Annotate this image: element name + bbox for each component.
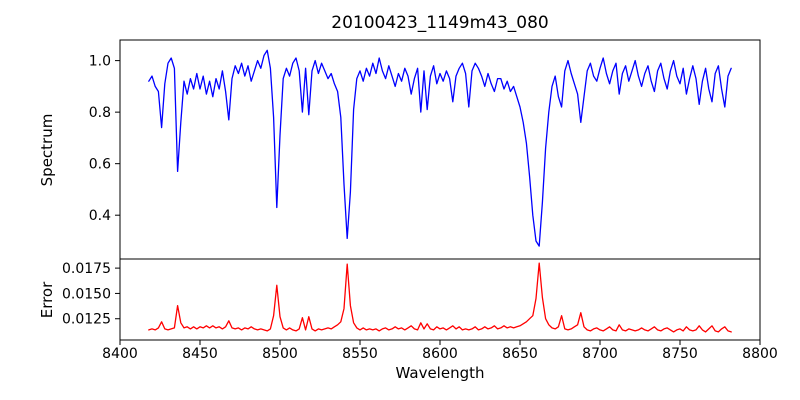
x-tick-label: 8500	[262, 346, 298, 362]
y-tick-label: 1.0	[89, 54, 111, 70]
error-y-axis-label: Error	[38, 281, 56, 318]
x-tick-label: 8450	[182, 346, 218, 362]
x-tick-label: 8400	[102, 346, 138, 362]
plot-content: 0.4 0.6 0.8 1.0 0.0125 0.0150 0.0175 8400 8450 85…	[62, 39, 778, 362]
x-tick-label: 8650	[502, 346, 538, 362]
x-tick-label: 8550	[342, 346, 378, 362]
x-tick-label: 8600	[422, 346, 458, 362]
y-tick-label: 0.4	[89, 208, 111, 224]
error-line	[148, 262, 732, 333]
x-tick-label: 8750	[662, 346, 698, 362]
y-tick-label: 0.0125	[62, 312, 111, 328]
x-tick-label: 8800	[742, 346, 778, 362]
y-tick-label: 0.0150	[62, 286, 111, 302]
spectrum-y-axis-label: Spectrum	[38, 114, 56, 187]
y-tick-label: 0.8	[89, 105, 111, 121]
x-axis-label: Wavelength	[396, 364, 485, 382]
y-tick-label: 0.0175	[62, 261, 111, 277]
y-tick-label: 0.6	[89, 157, 111, 173]
chart-title: 20100423_1149m43_080	[331, 13, 548, 33]
spectrum-line	[148, 49, 732, 247]
x-tick-label: 8700	[582, 346, 618, 362]
